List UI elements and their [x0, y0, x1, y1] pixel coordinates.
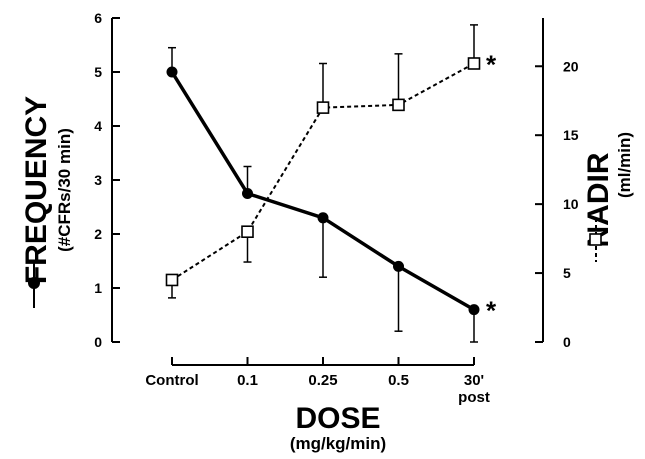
frequency-point	[317, 212, 329, 224]
legend-key-nadir	[589, 218, 602, 262]
left-tick-label: 6	[94, 10, 102, 26]
left-axis-subtitle: (#CFRs/30 min)	[55, 128, 74, 252]
left-tick-label: 3	[94, 172, 102, 188]
x-tick-label: Control	[145, 372, 198, 389]
left-tick-label: 5	[94, 64, 102, 80]
x-tick-label: 0.25	[308, 372, 337, 389]
left-tick-label: 4	[94, 118, 102, 134]
x-tick-label: 0.5	[388, 372, 409, 389]
frequency-point	[166, 66, 178, 78]
x-axis-title: DOSE	[295, 402, 380, 435]
x-tick-label: 30' post	[458, 372, 490, 406]
series-lines	[168, 24, 478, 343]
x-axis-subtitle: (mg/kg/min)	[290, 434, 386, 453]
right-tick-label: 0	[563, 334, 571, 350]
nadir-point	[392, 98, 405, 112]
right-axis-title: NADIR	[582, 152, 615, 247]
right-tick-label: 20	[563, 58, 579, 74]
left-tick-label: 0	[94, 334, 102, 350]
x-tick-label: 0.1	[237, 372, 258, 389]
legend-key-frequency	[28, 262, 40, 308]
right-tick-label: 15	[563, 127, 579, 143]
right-axis-subtitle: (ml/min)	[615, 132, 634, 198]
nadir-point	[241, 225, 254, 239]
markers: **	[165, 49, 497, 326]
frequency-point	[242, 188, 253, 199]
axes: 0 1 2 3 4 5 6 0 5 10 15 20 Control 0.1 0.25 0.5 30' post	[94, 10, 579, 406]
nadir-significance-marker: *	[486, 49, 497, 79]
frequency-significance-marker: *	[486, 296, 497, 326]
left-axis-title: FREQUENCY	[20, 96, 53, 284]
nadir-point	[316, 101, 330, 114]
frequency-point	[393, 260, 404, 272]
right-tick-label: 5	[563, 265, 571, 281]
nadir-point	[165, 273, 179, 287]
left-tick-label: 1	[94, 280, 102, 296]
right-tick-label: 10	[563, 196, 579, 212]
nadir-point	[467, 57, 481, 70]
left-tick-label: 2	[94, 226, 102, 242]
frequency-point	[468, 304, 480, 316]
